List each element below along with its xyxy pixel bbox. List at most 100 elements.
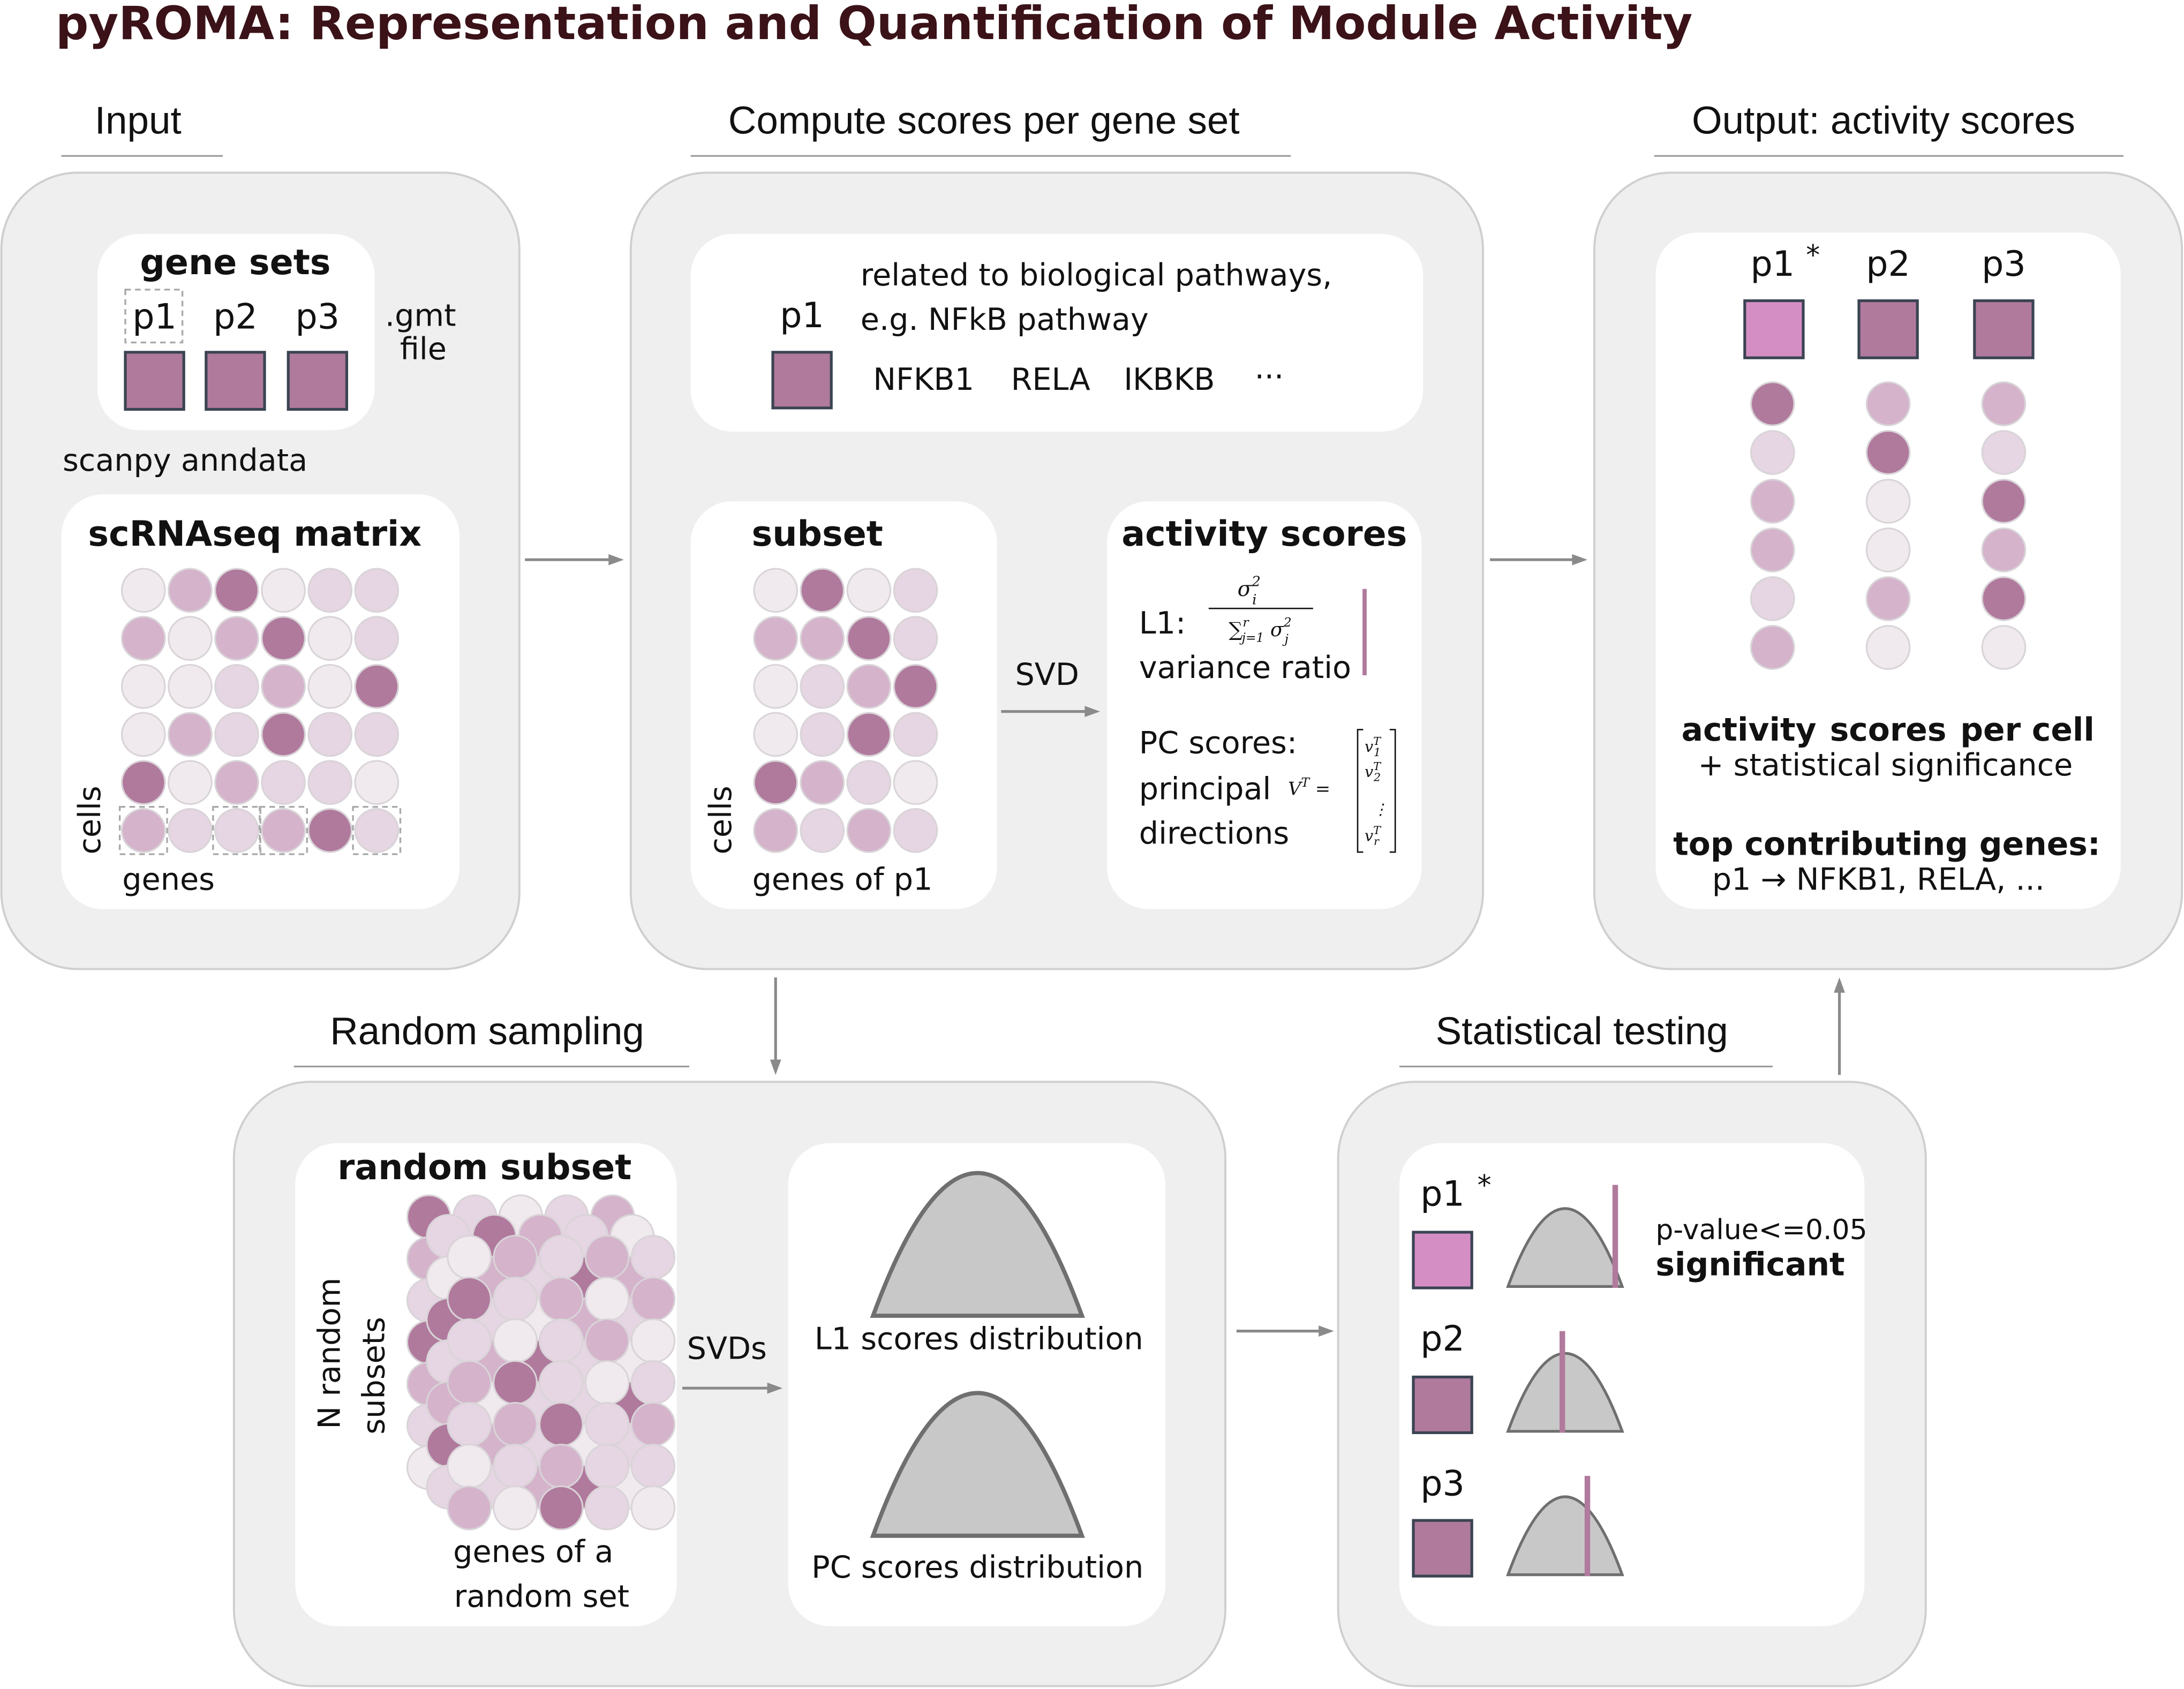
pc-distribution-curve	[870, 1391, 1085, 1538]
selected-gene-column-marker	[352, 806, 402, 855]
matrix-cell	[214, 712, 259, 757]
random-subset-cell	[493, 1234, 538, 1280]
subset-cell	[846, 712, 892, 757]
activity-score-cell	[1865, 625, 1911, 670]
matrix-cell	[121, 568, 166, 613]
random-subset-cell	[538, 1401, 584, 1447]
pvalue-label: p-value<=0.05	[1655, 1214, 1867, 1246]
activity-score-cell	[1981, 625, 2027, 670]
random-subset-cell	[447, 1318, 492, 1363]
subset-cell	[846, 808, 892, 853]
output-p1-star: *	[1806, 239, 1820, 272]
subset-cell	[846, 616, 892, 661]
random-subset-cell	[447, 1234, 492, 1280]
matrix-cell	[121, 712, 166, 757]
matrix-cell	[214, 568, 259, 613]
matrix-cell	[354, 663, 400, 709]
pathway-card	[690, 233, 1424, 432]
svd-label: SVD	[1015, 657, 1079, 692]
gene-set-p3-label: p3	[295, 297, 340, 337]
section-output-label: Output: activity scores	[1692, 99, 2075, 142]
random-subset-cell	[538, 1276, 584, 1322]
subset-grid	[753, 568, 938, 853]
random-subset-title: random subset	[337, 1148, 631, 1188]
matrix-cell	[307, 663, 353, 709]
matrix-cell	[307, 616, 353, 661]
l1-label: L1:	[1139, 606, 1186, 641]
activity-score-cell	[1750, 430, 1795, 475]
activity-score-cell	[1865, 576, 1911, 621]
activity-score-cell	[1865, 430, 1911, 475]
activity-score-columns	[1750, 381, 2027, 670]
random-subset-cell	[584, 1234, 630, 1280]
svds-label: SVDs	[687, 1331, 767, 1367]
matrix-cell	[168, 808, 213, 853]
pc-scores-label: PC scores:	[1139, 726, 1297, 761]
output-top-line: p1 → NFKB1, RELA, ...	[1712, 862, 2045, 897]
random-subset-cell	[630, 1276, 676, 1322]
matrix-cell	[307, 568, 353, 613]
stat-p2-square	[1412, 1375, 1473, 1434]
stat-p1-square	[1412, 1231, 1473, 1290]
subsets-label: subsets	[357, 1317, 392, 1435]
random-subset-cell	[493, 1276, 538, 1322]
subset-cell	[753, 712, 799, 757]
matrix-cell	[307, 760, 353, 805]
random-subset-cell	[538, 1234, 584, 1280]
matrix-cell	[168, 712, 213, 757]
output-p3-label: p3	[1982, 244, 2026, 284]
scrnaseq-matrix-grid	[118, 568, 402, 855]
stat-p3-curve	[1506, 1495, 1624, 1577]
subset-cell	[893, 712, 938, 757]
directions-label: directions	[1139, 816, 1289, 851]
activity-score-cell	[1750, 625, 1795, 670]
arrow-stat-to-output-head	[1834, 977, 1845, 993]
matrix-cell	[354, 808, 400, 853]
arrow-compute-to-random-head	[770, 1059, 781, 1075]
matrix-cell	[354, 568, 400, 613]
section-stat-label: Statistical testing	[1436, 1009, 1728, 1053]
stat-p1-curve	[1506, 1207, 1624, 1288]
matrix-genes-label: genes	[122, 862, 215, 897]
pc-matrix-formula: VT = vT 1 vT 2 ⋮ vT r	[1288, 729, 1396, 853]
pathway-desc-line1: related to biological pathways,	[861, 258, 1332, 293]
random-set-label: random set	[454, 1579, 629, 1614]
p1-dashed-box	[124, 289, 184, 344]
stat-p1-star: *	[1478, 1170, 1492, 1202]
matrix-cell	[214, 808, 259, 853]
gmt-label-1: .gmt	[385, 298, 456, 333]
matrix-cell	[214, 616, 259, 661]
subset-cell	[800, 568, 845, 613]
svg-text:vTr: vT r	[1365, 824, 1382, 848]
matrix-cell	[121, 808, 166, 853]
subset-cell	[753, 616, 799, 661]
activity-score-cell	[1865, 381, 1911, 426]
random-subset-cell	[538, 1318, 584, 1363]
matrix-cells-label: cells	[72, 786, 108, 854]
random-subset-cell	[630, 1401, 676, 1447]
random-subset-cell	[584, 1360, 630, 1405]
gmt-label-2: file	[400, 331, 447, 367]
activity-score-cell	[1750, 381, 1795, 426]
activity-score-cell	[1750, 527, 1795, 572]
activity-score-cell	[1865, 479, 1911, 524]
gene-set-p2-square	[205, 351, 266, 411]
output-p1-label: p1	[1750, 244, 1795, 284]
gene-sets-title: gene sets	[140, 243, 330, 283]
matrix-cell	[261, 616, 306, 661]
principal-label: principal	[1139, 771, 1271, 806]
random-subset-cell	[447, 1401, 492, 1447]
subset-genes-label: genes of p1	[752, 862, 933, 897]
subset-cells-label: cells	[703, 786, 739, 854]
random-subset-cell	[493, 1443, 538, 1489]
gene-ikbkb: IKBKB	[1124, 362, 1215, 397]
output-top-title: top contributing genes:	[1673, 825, 2100, 863]
gene-nfkb1: NFKB1	[873, 362, 974, 397]
gene-set-p1-square	[124, 351, 185, 411]
output-stat-sig: + statistical significance	[1698, 748, 2073, 783]
output-activity-word: activity	[1682, 711, 1817, 749]
matrix-title: scRNAseq matrix	[88, 514, 421, 554]
matrix-cell	[261, 568, 306, 613]
stat-p3-label: p3	[1420, 1464, 1465, 1504]
activity-score-cell	[1981, 479, 2027, 524]
